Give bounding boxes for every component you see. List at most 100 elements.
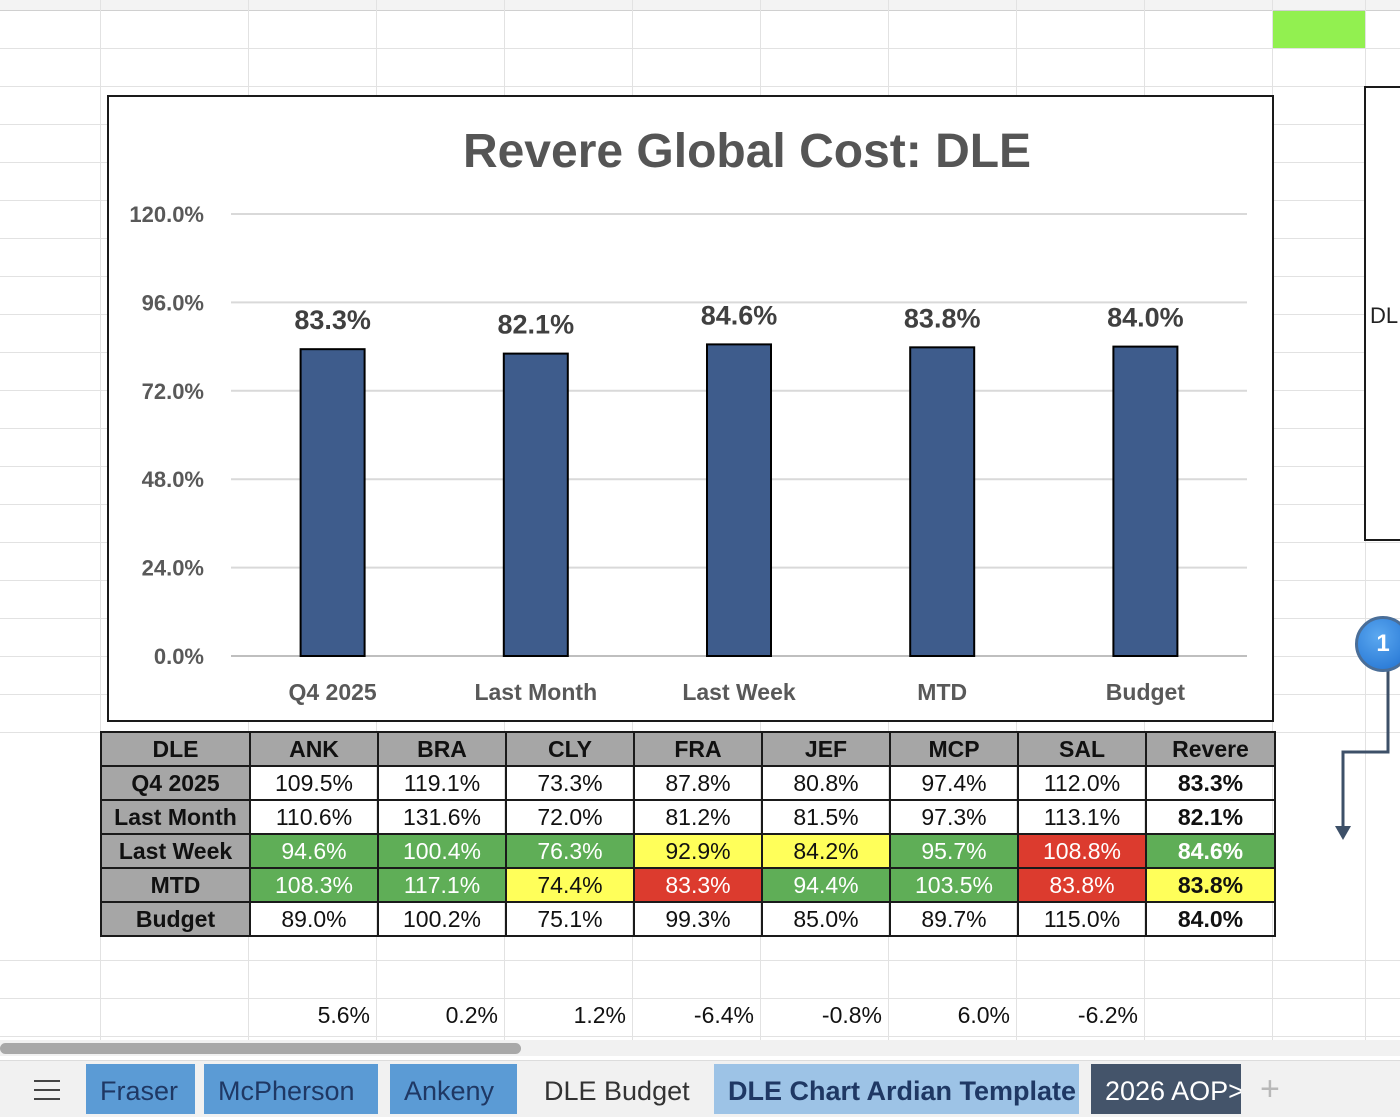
sheet-tab-2026-aop[interactable]: 2026 AOP> — [1091, 1064, 1241, 1114]
table-cell[interactable]: 110.6% — [249, 799, 379, 835]
row-header[interactable]: Last Week — [100, 833, 251, 869]
column-header[interactable]: Revere — [1145, 731, 1276, 767]
revere-total-cell[interactable]: 82.1% — [1145, 799, 1276, 835]
highlighted-cell[interactable] — [1273, 11, 1365, 48]
table-cell[interactable]: 95.7% — [889, 833, 1019, 869]
data-label: 84.6% — [701, 300, 778, 330]
table-cell[interactable]: 83.8% — [1017, 867, 1147, 903]
x-tick-label: Q4 2025 — [288, 679, 376, 705]
table-cell[interactable]: 89.0% — [249, 901, 379, 937]
table-cell[interactable]: 81.2% — [633, 799, 763, 835]
column-header[interactable]: SAL — [1017, 731, 1147, 767]
table-cell[interactable]: 103.5% — [889, 867, 1019, 903]
bar-mtd — [909, 346, 976, 657]
table-cell[interactable]: 87.8% — [633, 765, 763, 801]
table-row: Budget 89.0% 100.2% 75.1% 99.3% 85.0% 89.7% 115… — [100, 901, 1276, 937]
data-label: 83.8% — [904, 303, 981, 333]
table-cell[interactable]: 74.4% — [505, 867, 635, 903]
difference-cell[interactable]: -6.2% — [1077, 1002, 1138, 1028]
table-cell[interactable]: 72.0% — [505, 799, 635, 835]
column-header[interactable]: DLE — [100, 731, 251, 767]
scrollbar-thumb[interactable] — [0, 1043, 521, 1054]
table-cell[interactable]: 76.3% — [505, 833, 635, 869]
dle-cost-chart[interactable]: Revere Global Cost: DLE 0.0% 24.0% 48.0% 72.… — [107, 95, 1274, 722]
table-cell[interactable]: 131.6% — [377, 799, 507, 835]
revere-total-cell[interactable]: 84.0% — [1145, 901, 1276, 937]
revere-total-cell[interactable]: 83.3% — [1145, 765, 1276, 801]
column-header[interactable]: CLY — [505, 731, 635, 767]
difference-cell[interactable]: 5.6% — [317, 1002, 370, 1028]
table-cell[interactable]: 108.8% — [1017, 833, 1147, 869]
plus-icon[interactable]: + — [1260, 1070, 1280, 1108]
y-tick-label: 120.0% — [129, 202, 204, 227]
sheet-tab-fraser[interactable]: Fraser — [86, 1064, 195, 1114]
comment-badge[interactable]: 1 — [1355, 616, 1400, 672]
column-header[interactable]: JEF — [761, 731, 891, 767]
difference-cell[interactable]: 1.2% — [573, 1002, 626, 1028]
column-header[interactable]: BRA — [377, 731, 507, 767]
sheet-tab-dle-budget[interactable]: DLE Budget — [544, 1076, 690, 1106]
adjacent-chart[interactable] — [1364, 86, 1400, 541]
difference-cell[interactable]: -6.4% — [693, 1002, 754, 1028]
table-cell[interactable]: 73.3% — [505, 765, 635, 801]
table-header-row: DLE ANK BRA CLY FRA JEF MCP SAL Revere — [100, 731, 1276, 767]
bar-q4-2025 — [299, 348, 366, 657]
table-cell[interactable]: 115.0% — [1017, 901, 1147, 937]
table-cell[interactable]: 92.9% — [633, 833, 763, 869]
table-cell[interactable]: 75.1% — [505, 901, 635, 937]
x-tick-label: Last Week — [682, 679, 796, 705]
table-cell[interactable]: 97.4% — [889, 765, 1019, 801]
table-cell[interactable]: 94.6% — [249, 833, 379, 869]
row-header[interactable]: Q4 2025 — [100, 765, 251, 801]
table-cell[interactable]: 83.3% — [633, 867, 763, 903]
difference-cell[interactable]: 6.0% — [957, 1002, 1010, 1028]
table-row: Last Month 110.6% 131.6% 72.0% 81.2% 81.5% 97.… — [100, 799, 1276, 835]
table-cell[interactable]: 85.0% — [761, 901, 891, 937]
difference-cell[interactable]: -0.8% — [821, 1002, 882, 1028]
bar-last-month — [502, 352, 569, 657]
table-cell[interactable]: 84.2% — [761, 833, 891, 869]
revere-total-cell[interactable]: 83.8% — [1145, 867, 1276, 903]
table-cell[interactable]: 100.4% — [377, 833, 507, 869]
data-label: 84.0% — [1107, 303, 1184, 333]
row-header[interactable]: MTD — [100, 867, 251, 903]
column-header-strip[interactable] — [0, 0, 1400, 11]
table-cell[interactable]: 99.3% — [633, 901, 763, 937]
sheet-tab-mcpherson[interactable]: McPherson — [204, 1064, 378, 1114]
difference-row: 5.6% 0.2% 1.2% -6.4% -0.8% 6.0% -6.2% — [0, 1002, 1400, 1036]
table-cell[interactable]: 100.2% — [377, 901, 507, 937]
table-cell[interactable]: 97.3% — [889, 799, 1019, 835]
table-cell[interactable]: 113.1% — [1017, 799, 1147, 835]
y-tick-label: 24.0% — [142, 556, 204, 581]
adjacent-chart-label: DL — [1370, 303, 1399, 328]
dle-data-table: DLE ANK BRA CLY FRA JEF MCP SAL Revere Q4 2025 109… — [100, 731, 1276, 937]
table-cell[interactable]: 80.8% — [761, 765, 891, 801]
bar-last-week — [706, 343, 772, 657]
x-tick-label: MTD — [917, 679, 967, 705]
column-header[interactable]: ANK — [249, 731, 379, 767]
table-cell[interactable]: 119.1% — [377, 765, 507, 801]
table-cell[interactable]: 108.3% — [249, 867, 379, 903]
table-cell[interactable]: 89.7% — [889, 901, 1019, 937]
table-cell[interactable]: 112.0% — [1017, 765, 1147, 801]
data-label: 82.1% — [498, 310, 575, 340]
table-cell[interactable]: 117.1% — [377, 867, 507, 903]
row-header[interactable]: Budget — [100, 901, 251, 937]
sheet-tab-ankeny[interactable]: Ankeny — [390, 1064, 517, 1114]
revere-total-cell[interactable]: 84.6% — [1145, 833, 1276, 869]
y-tick-label: 0.0% — [154, 644, 204, 669]
table-cell[interactable]: 109.5% — [249, 765, 379, 801]
column-header[interactable]: MCP — [889, 731, 1019, 767]
x-tick-label: Budget — [1106, 679, 1186, 705]
column-header[interactable]: FRA — [633, 731, 763, 767]
table-cell[interactable]: 94.4% — [761, 867, 891, 903]
chart-title: Revere Global Cost: DLE — [463, 125, 1031, 178]
table-row: MTD 108.3% 117.1% 74.4% 83.3% 94.4% 103.5% 83.8… — [100, 867, 1276, 903]
sheet-tab-dle-chart-ardian-template[interactable]: DLE Chart Ardian Template — [714, 1064, 1079, 1114]
y-tick-label: 48.0% — [142, 467, 204, 492]
table-cell[interactable]: 81.5% — [761, 799, 891, 835]
y-tick-label: 96.0% — [142, 290, 204, 315]
difference-cell[interactable]: 0.2% — [445, 1002, 498, 1028]
row-header[interactable]: Last Month — [100, 799, 251, 835]
hamburger-icon[interactable] — [34, 1080, 60, 1100]
